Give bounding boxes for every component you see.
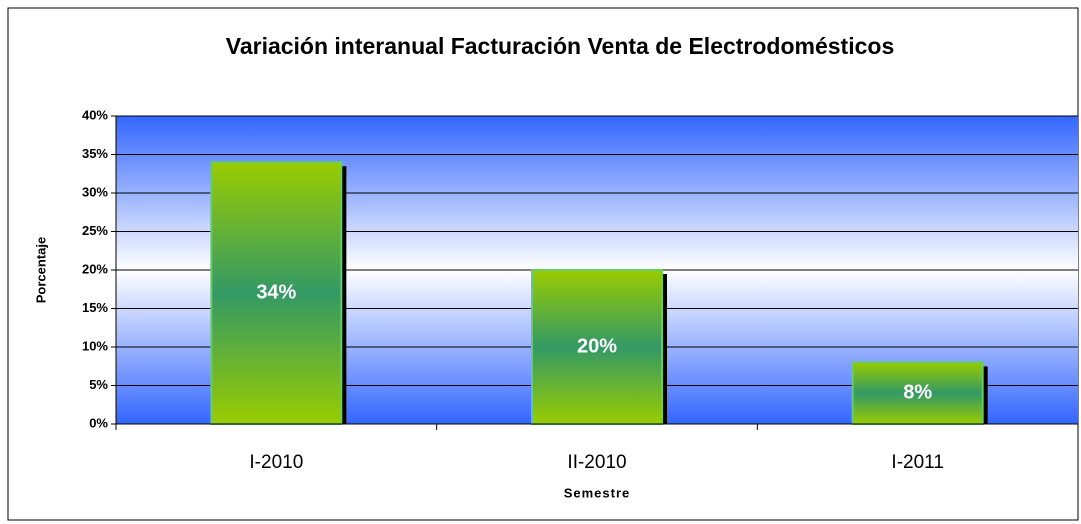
x-tick-label: I-2010 (249, 452, 303, 473)
y-tick-label: 15% (82, 300, 108, 315)
y-tick-label: 20% (82, 261, 108, 276)
y-axis-label: Porcentaje (33, 237, 48, 303)
x-tick-label: I-2011 (891, 452, 943, 473)
x-axis-label: Semestre (564, 485, 631, 500)
y-tick-label: 40% (82, 107, 108, 122)
bar (210, 161, 343, 425)
data-label: 20% (577, 335, 617, 357)
data-label: 34% (256, 281, 296, 303)
y-tick-label: 35% (82, 146, 108, 161)
y-tick-label: 0% (89, 415, 108, 430)
chart-title: Variación interanual Facturación Venta d… (226, 33, 895, 59)
y-tick-label: 30% (82, 184, 108, 199)
y-tick-label: 5% (89, 377, 108, 392)
data-label: 8% (903, 381, 932, 403)
y-tick-label: 25% (82, 223, 108, 238)
y-tick-label: 10% (82, 338, 108, 353)
x-tick-label: II-2010 (567, 452, 626, 473)
